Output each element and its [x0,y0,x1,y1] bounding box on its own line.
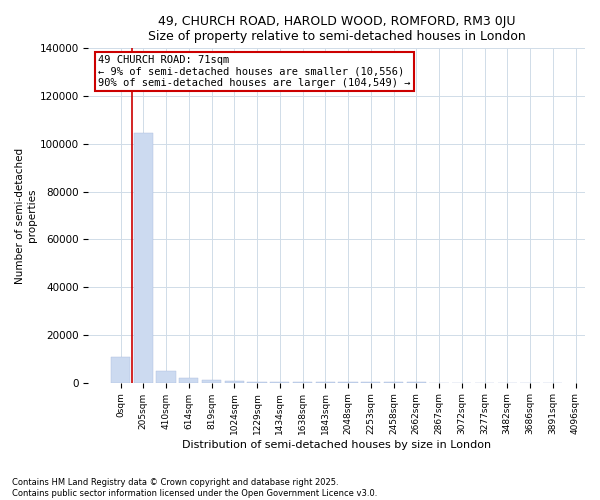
Bar [179,378,199,382]
Y-axis label: Number of semi-detached
properties: Number of semi-detached properties [15,148,37,284]
Text: 49 CHURCH ROAD: 71sqm
← 9% of semi-detached houses are smaller (10,556)
90% of s: 49 CHURCH ROAD: 71sqm ← 9% of semi-detac… [98,55,411,88]
Text: Contains HM Land Registry data © Crown copyright and database right 2025.
Contai: Contains HM Land Registry data © Crown c… [12,478,377,498]
Title: 49, CHURCH ROAD, HAROLD WOOD, ROMFORD, RM3 0JU
Size of property relative to semi: 49, CHURCH ROAD, HAROLD WOOD, ROMFORD, R… [148,15,526,43]
X-axis label: Distribution of semi-detached houses by size in London: Distribution of semi-detached houses by … [182,440,491,450]
Bar [224,381,244,382]
Bar [157,370,176,382]
Bar [111,358,130,382]
Bar [202,380,221,382]
Bar [134,133,153,382]
